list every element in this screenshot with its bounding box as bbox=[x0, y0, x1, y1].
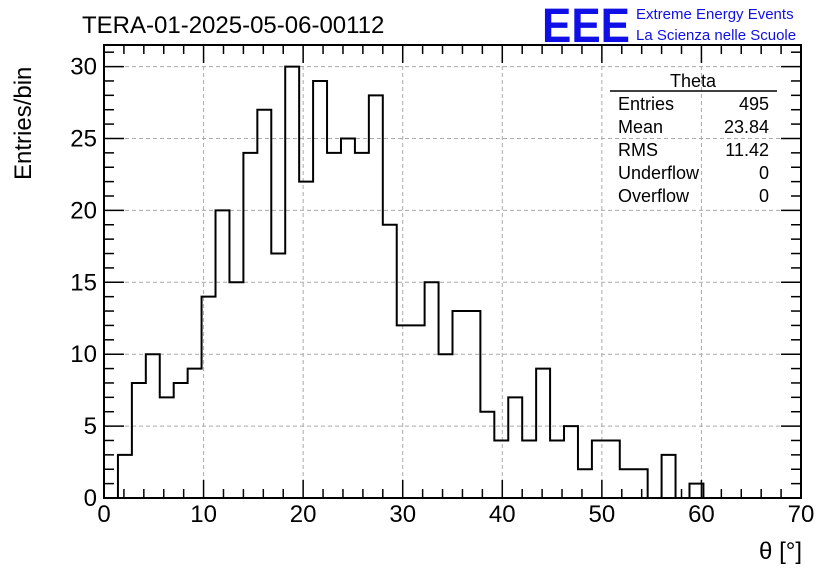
grid-lines bbox=[104, 45, 801, 498]
stats-row-label: Overflow bbox=[618, 186, 690, 206]
x-tick-label: 60 bbox=[688, 501, 715, 528]
stats-box-title: Theta bbox=[670, 71, 717, 91]
stats-row-label: Mean bbox=[618, 117, 663, 137]
y-tick-label: 20 bbox=[70, 197, 97, 224]
y-tick-label: 25 bbox=[70, 125, 97, 152]
eee-logo: EEE Extreme Energy Events La Scienza nel… bbox=[542, 0, 796, 53]
stats-row-label: RMS bbox=[618, 140, 658, 160]
x-tick-label: 70 bbox=[788, 501, 815, 528]
y-tick-label: 15 bbox=[70, 269, 97, 296]
x-tick-label: 0 bbox=[97, 501, 110, 528]
x-tick-label: 30 bbox=[389, 501, 416, 528]
y-axis-label: Entries/bin bbox=[10, 67, 37, 180]
plot-frame bbox=[103, 44, 802, 499]
stats-row-value: 495 bbox=[739, 94, 769, 114]
x-tick-label: 20 bbox=[290, 501, 317, 528]
y-tick-labels: 0 5 10 15 20 25 30 bbox=[70, 54, 97, 512]
y-tick-label: 10 bbox=[70, 341, 97, 368]
x-tick-label: 50 bbox=[589, 501, 616, 528]
stats-row-value: 11.42 bbox=[725, 140, 769, 160]
x-tick-label: 40 bbox=[489, 501, 516, 528]
stats-row-value: 23.84 bbox=[724, 117, 769, 137]
y-tick-label: 0 bbox=[84, 485, 97, 512]
stats-row-label: Entries bbox=[618, 94, 674, 114]
stats-box-rows: Entries 495 Mean 23.84 RMS 11.42 Underflow 0 Ove… bbox=[618, 94, 769, 206]
chart-title: TERA-01-2025-05-06-00112 bbox=[82, 12, 384, 39]
x-axis-label: θ [°] bbox=[759, 538, 802, 565]
x-tick-label: 10 bbox=[190, 501, 217, 528]
eee-logo-line1: Extreme Energy Events bbox=[636, 6, 794, 23]
x-tick-labels: 0 10 20 30 40 50 60 70 bbox=[97, 501, 814, 528]
stats-row-value: 0 bbox=[759, 186, 769, 206]
y-tick-label: 5 bbox=[84, 413, 97, 440]
stats-box: Theta Entries 495 Mean 23.84 RMS 11.42 Underfl… bbox=[610, 71, 777, 206]
eee-logo-line2: La Scienza nelle Scuole bbox=[636, 27, 796, 44]
stats-row-label: Underflow bbox=[618, 163, 700, 183]
y-tick-label: 30 bbox=[70, 54, 97, 81]
stats-row-value: 0 bbox=[759, 163, 769, 183]
